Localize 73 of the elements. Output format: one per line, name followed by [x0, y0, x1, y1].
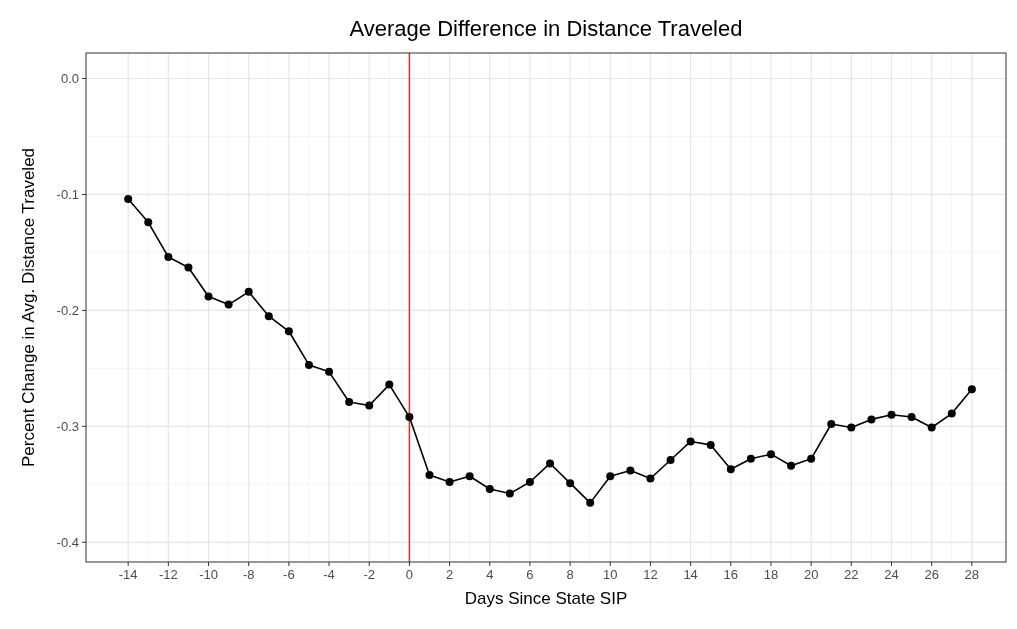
x-tick-label: -12 [158, 567, 178, 582]
point [606, 472, 615, 481]
x-tick-label: 18 [763, 567, 779, 582]
x-tick-label: 14 [683, 567, 698, 582]
x-tick-label: 20 [803, 567, 819, 582]
point [706, 440, 715, 449]
x-tick-label: 6 [526, 567, 534, 582]
point [405, 413, 414, 422]
point [425, 471, 434, 480]
point [967, 385, 976, 394]
point [345, 398, 354, 406]
point [264, 312, 273, 321]
point [726, 465, 735, 474]
y-tick-label: -0.3 [56, 418, 79, 434]
x-tick-label: 2 [445, 567, 454, 582]
point [525, 478, 534, 486]
point [385, 380, 394, 389]
point [365, 401, 374, 410]
x-tick-label: 10 [603, 567, 618, 582]
point [304, 360, 313, 369]
point [746, 454, 755, 463]
point [204, 292, 213, 301]
point [907, 413, 916, 422]
x-tick-label: 16 [723, 567, 739, 582]
x-tick-label: 12 [643, 567, 658, 582]
y-tick-label: -0.2 [56, 302, 79, 318]
x-tick-label: 8 [566, 567, 574, 582]
x-tick-label: -4 [323, 567, 335, 582]
x-axis-title: Days Since State SIP [464, 589, 628, 608]
point [887, 410, 896, 419]
point [244, 287, 253, 296]
x-tick-label: -2 [363, 567, 376, 582]
point [546, 459, 555, 468]
point [766, 450, 775, 459]
point [646, 474, 655, 483]
y-tick-label: -0.1 [56, 186, 79, 202]
point [807, 454, 816, 463]
point [827, 420, 836, 429]
point [586, 498, 595, 507]
point [947, 409, 956, 418]
point [867, 415, 876, 424]
point [144, 218, 153, 227]
point [164, 253, 173, 262]
y-tick-label: 0.0 [60, 71, 79, 87]
x-tick-label: 28 [964, 567, 980, 582]
x-tick-label: -14 [118, 567, 138, 582]
point [465, 472, 474, 481]
point [787, 461, 796, 470]
point [927, 423, 936, 432]
x-tick-label: 26 [924, 567, 939, 582]
point [666, 455, 675, 464]
x-tick-label: -10 [199, 567, 218, 582]
point [485, 484, 494, 493]
point [124, 195, 133, 204]
point [325, 367, 334, 376]
point [224, 300, 233, 309]
point [445, 478, 454, 486]
point [566, 479, 575, 488]
chart-title: Average Difference in Distance Traveled [349, 16, 743, 41]
x-tick-label: 0 [405, 567, 414, 582]
y-axis-title: Percent Change in Avg. Distance Traveled [19, 147, 38, 468]
x-tick-label: 22 [844, 567, 859, 582]
point [626, 466, 635, 475]
x-tick-label: -6 [283, 567, 295, 582]
point [686, 437, 695, 446]
x-tick-label: -8 [242, 567, 255, 582]
point [505, 489, 514, 498]
point [184, 263, 193, 272]
x-tick-label: 24 [884, 567, 899, 582]
point [847, 423, 856, 432]
y-tick-label: -0.4 [56, 534, 79, 550]
point [284, 327, 293, 336]
x-tick-label: 4 [486, 567, 494, 582]
